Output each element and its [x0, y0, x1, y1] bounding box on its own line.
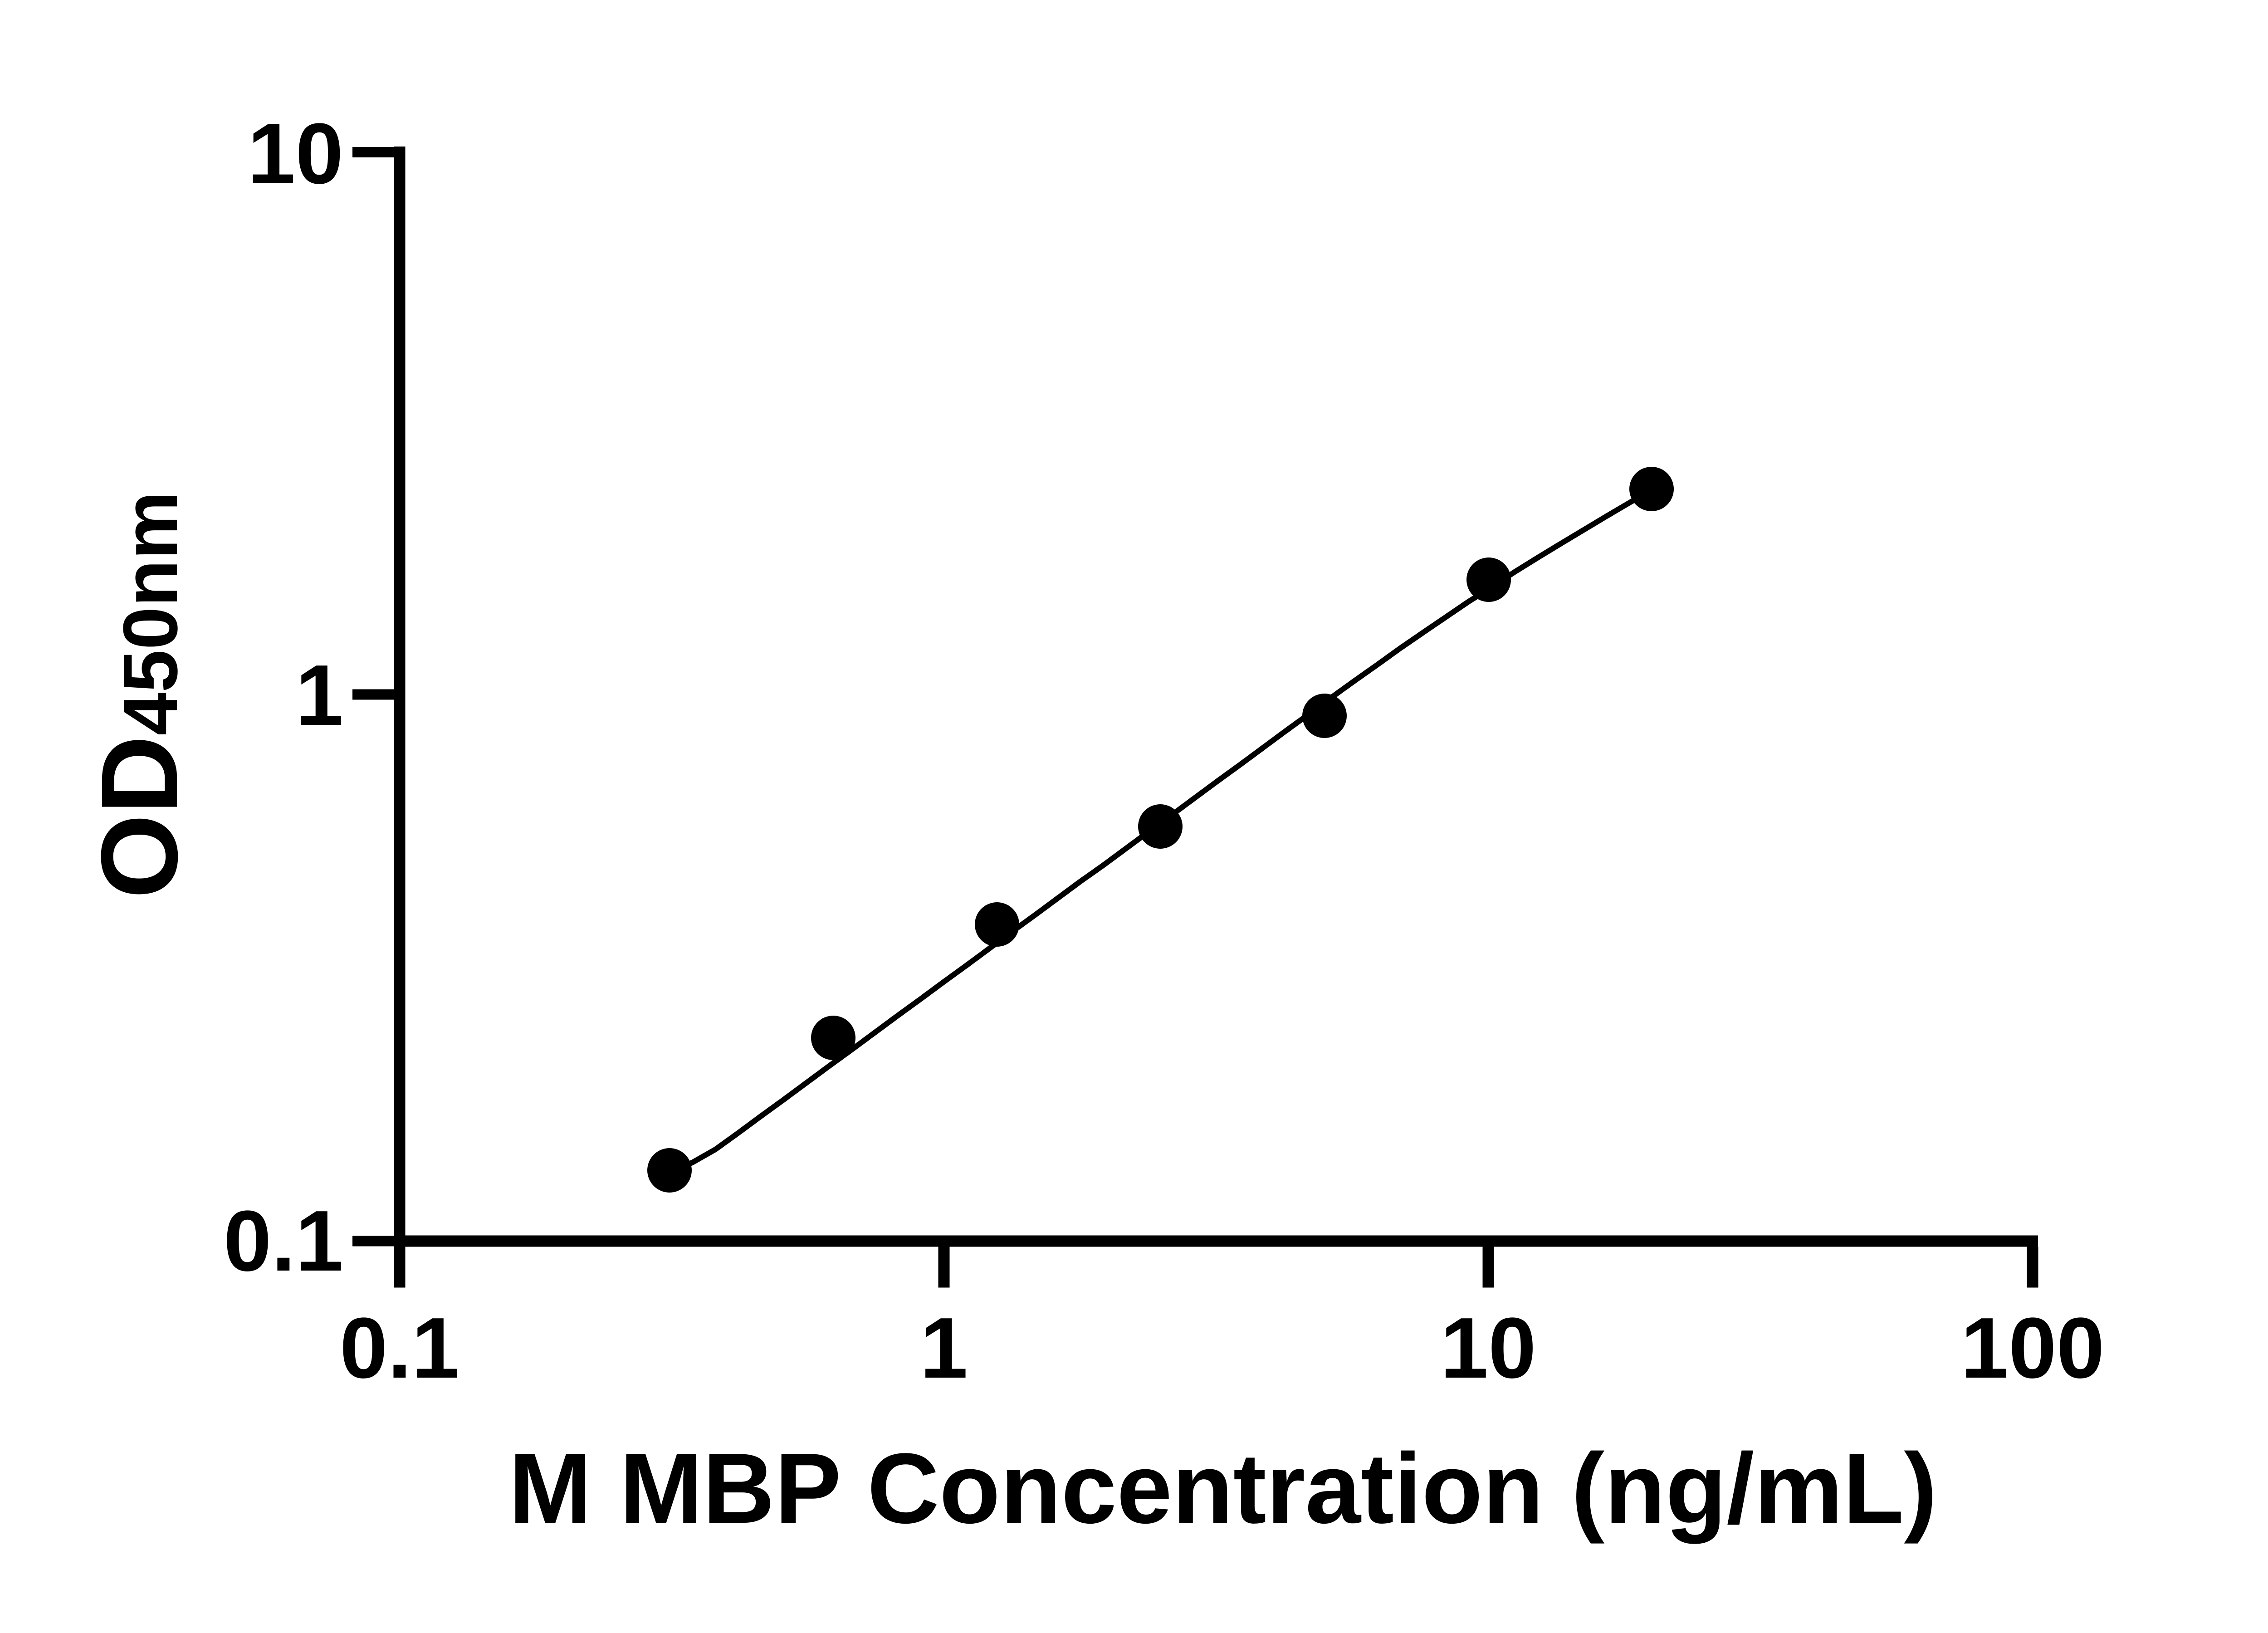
svg-text:M MBP Concentration (ng/mL): M MBP Concentration (ng/mL) [508, 1433, 1937, 1544]
svg-text:100: 100 [1960, 1300, 2104, 1396]
svg-text:0.1: 0.1 [340, 1300, 459, 1396]
svg-text:10: 10 [248, 106, 343, 202]
svg-text:1: 1 [920, 1300, 968, 1396]
svg-text:10: 10 [1440, 1300, 1536, 1396]
svg-text:1: 1 [295, 647, 343, 743]
svg-text:0.1: 0.1 [224, 1193, 343, 1289]
svg-text:OD450nm: OD450nm [78, 491, 200, 899]
